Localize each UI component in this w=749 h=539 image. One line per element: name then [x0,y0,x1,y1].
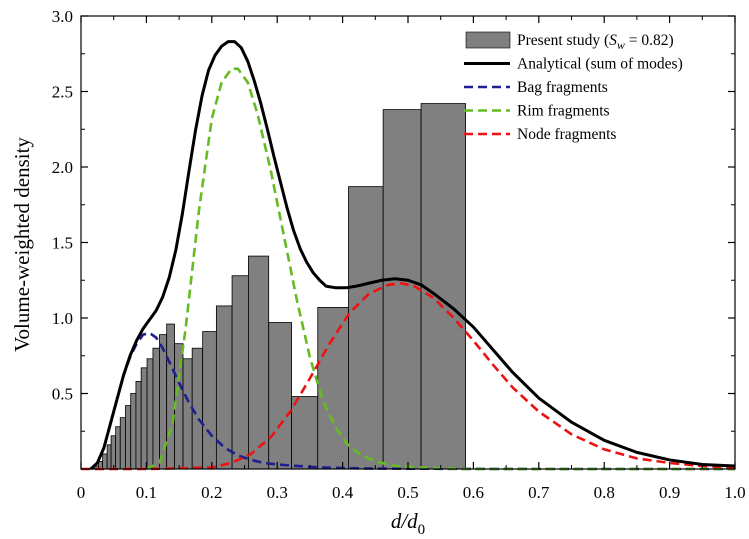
y-axis: 0.5 1.0 1.5 2.0 2.5 3.0 [52,7,735,432]
series-analytical-sum-of-modes-line [89,40,736,471]
y-tick-label: 1.0 [52,309,73,328]
x-axis-title-main: d/d [391,509,418,533]
legend-label: Rim fragments [517,103,610,120]
histogram-bar [115,426,121,470]
curve-layer [81,40,736,471]
x-tick-label: 0.2 [201,483,222,502]
histogram-bar [152,347,160,470]
histogram-bar [420,103,466,470]
x-tick-label: 0.1 [136,483,157,502]
x-tick-label: 0.9 [659,483,680,502]
x-axis-title-subscript: 0 [418,522,426,538]
legend-label-subscript: w [617,38,625,52]
x-tick-label: 1.0 [724,483,745,502]
legend-label: Bag fragments [517,79,608,96]
histogram-bar [317,307,349,470]
legend-label-text: Present study ( [517,32,609,49]
histogram-bar [248,255,270,470]
histogram-bars [93,103,466,470]
histogram-bar [215,305,233,470]
histogram-bar [146,358,154,470]
histogram-bar [166,323,175,470]
histogram-bar [231,275,249,470]
y-axis-title: Volume-weighted density [10,137,34,352]
x-axis-title: d/d0 [391,509,425,538]
histogram-bar [140,367,148,470]
histogram-bar [135,381,142,470]
x-tick-label: 0 [77,483,86,502]
legend-label-value: = 0.82) [625,32,674,49]
histogram-bar [348,186,384,470]
y-tick-label: 1.5 [52,234,73,253]
legend-swatch-histogram [465,31,511,49]
y-tick-label: 3.0 [52,7,73,26]
legend-label-variable: S [609,32,617,49]
histogram-bar [119,417,126,470]
histogram-bar [130,393,137,470]
series-node-fragments-line [81,281,736,471]
x-tick-label: 0.3 [267,483,288,502]
x-tick-label: 0.5 [397,483,418,502]
histogram-bar [382,109,422,470]
legend-label: Node fragments [517,126,616,143]
y-tick-label: 2.0 [52,158,73,177]
histogram-bar [125,405,132,470]
series-rim-fragments-line [145,67,735,471]
y-tick-label: 0.5 [52,385,73,404]
histogram-bar [106,444,112,470]
histogram-bar [110,435,117,470]
histogram-bar [268,322,292,470]
x-tick-label: 0.6 [463,483,484,502]
legend-label: Present study (Sw = 0.82) [517,32,674,52]
histogram-bar [202,331,217,470]
legend: Present study (Sw = 0.82) Analytical (sum… [464,31,683,143]
histogram-bar [182,358,193,470]
y-tick-label: 2.5 [52,83,73,102]
legend-label: Analytical (sum of modes) [517,56,683,73]
x-axis: 0 0.1 0.2 0.3 0.4 0.5 0.6 0.7 0.8 0.9 1.0 [77,16,746,502]
x-tick-label: 0.7 [528,483,550,502]
x-tick-label: 0.8 [594,483,615,502]
histogram-bar [102,453,108,470]
histogram-bar [291,396,319,470]
x-tick-label: 0.4 [332,483,354,502]
